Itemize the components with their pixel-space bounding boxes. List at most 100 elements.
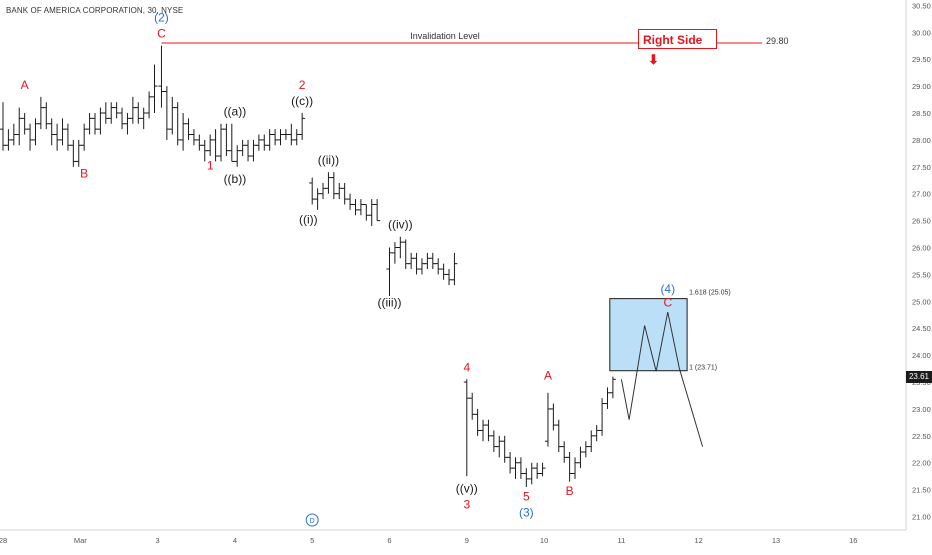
right-side-badge: Right Side ⬇ <box>638 29 717 67</box>
ohlc-bar <box>352 199 359 216</box>
ohlc-bar <box>440 263 447 280</box>
ohlc-bar <box>357 199 364 216</box>
y-tick-label: 22.50 <box>912 432 931 441</box>
ohlc-bar <box>588 430 595 452</box>
y-tick-label: 25.50 <box>912 270 931 279</box>
ohlc-bar <box>599 398 606 436</box>
ohlc-bar <box>97 107 104 135</box>
ohlc-bar <box>330 172 337 200</box>
y-tick-label: 28.00 <box>912 136 931 145</box>
time-axis[interactable]: 28 Mar 3 4 5 6 9 10 11 12 13 16 <box>0 536 857 545</box>
ohlc-bar <box>239 139 246 157</box>
price-axis[interactable]: 21.0021.5022.0022.5023.0023.5024.0024.50… <box>912 1 931 521</box>
ohlc-bar <box>363 203 370 221</box>
wave-label: B <box>80 167 88 181</box>
y-tick-label: 27.00 <box>912 190 931 199</box>
y-tick-label: 21.00 <box>912 513 931 522</box>
ohlc-bar <box>402 239 409 270</box>
wave-label: ((iii)) <box>378 296 402 310</box>
ohlc-bar <box>81 123 88 151</box>
ohlc-bar <box>469 392 476 420</box>
ohlc-bar <box>151 64 158 113</box>
projection-path <box>620 311 704 447</box>
x-tick-label: Mar <box>74 536 87 545</box>
ohlc-bar <box>572 457 579 479</box>
ohlc-bar <box>91 112 98 135</box>
ohlc-bar <box>424 252 431 270</box>
invalidation-label: Invalidation Level <box>410 31 480 41</box>
ohlc-bar <box>146 91 153 119</box>
ohlc-bar <box>86 112 93 135</box>
ohlc-bar <box>129 96 136 124</box>
ohlc-bar <box>299 112 306 140</box>
ohlc-bar <box>174 102 181 146</box>
ohlc-bar <box>43 102 50 130</box>
ohlc-bar <box>158 45 165 108</box>
ohlc-bar <box>228 123 235 162</box>
wave-label: (4) <box>660 282 675 296</box>
ohlc-bar <box>368 199 375 226</box>
ohlc-bar <box>474 408 481 436</box>
ohlc-bar <box>293 129 300 146</box>
y-tick-label: 26.50 <box>912 217 931 226</box>
ohlc-bar <box>140 107 147 130</box>
ohlc-bar <box>550 403 557 431</box>
ohlc-bars <box>0 45 616 487</box>
wave-label: A <box>544 368 552 382</box>
ohlc-bar <box>272 129 279 146</box>
ohlc-bar <box>163 86 170 140</box>
y-tick-label: 22.00 <box>912 459 931 468</box>
ohlc-bar <box>320 182 327 200</box>
wave-label: C <box>663 296 672 310</box>
x-tick-label: 11 <box>618 536 626 545</box>
wave-label: 4 <box>463 360 470 374</box>
ohlc-bar <box>288 123 295 146</box>
ohlc-bar <box>113 102 120 119</box>
ohlc-bar <box>309 177 316 205</box>
ohlc-bar <box>255 134 262 151</box>
ohlc-bar <box>561 441 568 463</box>
ohlc-bar <box>566 451 573 482</box>
current-price-badge: 23.61 <box>906 371 932 383</box>
ohlc-bar <box>119 107 126 130</box>
ohlc-bar <box>604 387 611 409</box>
ohlc-bar <box>523 468 530 487</box>
ohlc-bar <box>413 252 420 275</box>
wave-label: 5 <box>523 489 530 503</box>
ohlc-bar <box>59 118 66 146</box>
ohlc-bar <box>496 435 503 458</box>
chart-title: BANK OF AMERICA CORPORATION, 30, NYSE <box>6 6 184 15</box>
wave-label: ((iv)) <box>388 218 413 232</box>
ohlc-bar <box>408 252 415 270</box>
ohlc-bar <box>261 134 268 151</box>
ohlc-bar <box>102 102 109 124</box>
ohlc-bar <box>277 129 284 146</box>
ohlc-bar <box>336 182 343 200</box>
x-tick-label: 5 <box>310 536 314 545</box>
ohlc-bar <box>374 199 381 222</box>
ohlc-bar <box>512 457 519 479</box>
ohlc-bar <box>386 247 393 296</box>
y-tick-label: 27.50 <box>912 163 931 172</box>
y-tick-label: 25.00 <box>912 297 931 306</box>
wave-label: 3 <box>463 497 470 511</box>
y-tick-label: 29.50 <box>912 55 931 64</box>
ohlc-bar <box>501 435 508 463</box>
y-tick-label: 28.50 <box>912 109 931 118</box>
ohlc-bar <box>16 107 23 146</box>
wave-label: 1 <box>207 158 214 172</box>
ohlc-bar <box>37 96 44 130</box>
wave-label: ((v)) <box>456 481 478 495</box>
ohlc-bar <box>185 118 192 140</box>
ohlc-bar <box>124 112 131 135</box>
x-tick-label: 9 <box>465 536 469 545</box>
ohlc-bar <box>169 96 176 135</box>
wave-label: (2) <box>154 11 169 25</box>
ohlc-bar <box>544 392 551 447</box>
wave-label: ((a)) <box>224 105 247 119</box>
y-tick-label: 30.00 <box>912 28 931 37</box>
x-tick-label: 28 <box>0 536 7 545</box>
wave-labels: A B (2) C 1 ((a)) ((b)) 2 ((c)) ((i)) ((ii)) ((iv))… <box>21 11 675 527</box>
cycle-marker-label: D <box>310 518 315 525</box>
